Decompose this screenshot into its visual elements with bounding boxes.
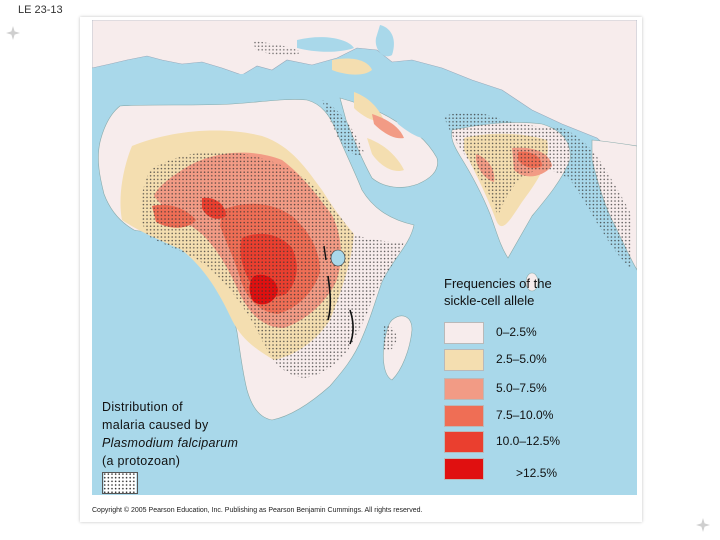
malaria-caption-line: Plasmodium falciparum — [102, 434, 292, 452]
legend-label: 5.0–7.5% — [496, 381, 547, 395]
corner-decoration-icon — [6, 26, 20, 40]
legend-title-line: Frequencies of the — [444, 276, 552, 291]
legend-swatch — [444, 458, 484, 480]
legend-label: 10.0–12.5% — [496, 434, 561, 448]
malaria-caption-line: malaria caused by — [102, 418, 209, 432]
legend-swatch — [444, 322, 484, 344]
legend-label: 7.5–10.0% — [496, 408, 554, 422]
africa-asia-map — [92, 20, 637, 495]
legend-swatch — [444, 349, 484, 371]
malaria-distribution-stipple — [140, 40, 632, 378]
sri-lanka — [525, 272, 539, 292]
legend-item: 2.5–5.0% — [444, 349, 634, 371]
persian-gulf — [392, 112, 428, 139]
legend-item: 10.0–12.5% — [444, 431, 634, 453]
eurasia-land — [92, 20, 637, 171]
legend-label: 2.5–5.0% — [496, 352, 547, 366]
legend-label: 0–2.5% — [496, 325, 537, 339]
caspian-sea — [375, 25, 394, 57]
arabian-peninsula — [339, 97, 438, 188]
figure-panel: Frequencies of the sickle-cell allele 0–… — [80, 17, 642, 522]
legend-item: 7.5–10.0% — [444, 405, 634, 427]
copyright-notice: Copyright © 2005 Pearson Education, Inc.… — [92, 507, 423, 514]
legend-label: >12.5% — [516, 466, 558, 480]
malaria-legend-swatch — [102, 472, 138, 494]
legend-item: 5.0–7.5% — [444, 378, 634, 400]
corner-decoration-icon — [696, 518, 710, 532]
legend-item: 0–2.5% — [444, 322, 634, 344]
mediterranean-sea — [112, 73, 336, 105]
malaria-caption-line: (a protozoan) — [102, 454, 181, 468]
black-sea — [297, 37, 354, 52]
malaria-legend-caption: Distribution of malaria caused by Plasmo… — [102, 398, 292, 470]
legend-swatch — [444, 405, 484, 427]
legend-item: >12.5% — [444, 458, 634, 480]
malaria-caption-line: Distribution of — [102, 400, 183, 414]
legend-title: Frequencies of the sickle-cell allele — [444, 275, 594, 309]
legend-title-line: sickle-cell allele — [444, 293, 535, 308]
legend-swatch — [444, 431, 484, 453]
legend-swatch — [444, 378, 484, 400]
slide-label: LE 23-13 — [18, 4, 63, 16]
species-name: Plasmodium falciparum — [102, 436, 239, 450]
great-lakes — [323, 245, 354, 345]
